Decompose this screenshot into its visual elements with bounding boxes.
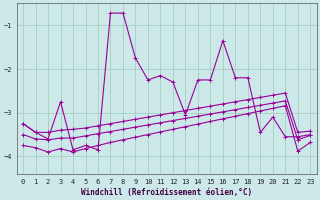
X-axis label: Windchill (Refroidissement éolien,°C): Windchill (Refroidissement éolien,°C)	[81, 188, 252, 197]
